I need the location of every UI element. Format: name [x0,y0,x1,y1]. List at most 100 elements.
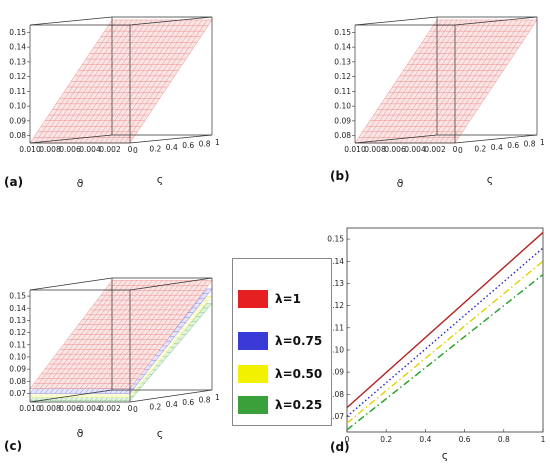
y-tick-label: 0.14 [327,257,344,266]
y-tick-label: 0.09 [327,368,344,377]
y-tick-label: 0.4 [166,143,178,152]
z-tick-label: 0.10 [9,102,26,111]
z-tick-label: 0.11 [9,87,26,96]
box-edge [29,16,113,26]
z-tick-label: 0.08 [9,377,26,386]
legend-label-lambda-025: λ=0.25 [275,398,323,412]
legend-item-lambda-050: λ=0.50 [233,364,331,384]
y-tick-label: 0.4 [491,143,503,152]
x-tick-label: 0 [453,145,458,154]
legend-swatch-lambda-025 [238,396,268,414]
y-tick-label: 1 [540,138,545,147]
x-tick-label: 0.008 [364,145,386,154]
z-tick-label: 0.15 [9,28,26,37]
x-tick-label: 0.002 [424,145,446,154]
legend-swatch-lambda-050 [238,365,268,383]
legend-item-lambda-075: λ=0.75 [233,331,331,351]
y-tick-label: 0.15 [327,235,344,244]
series-line-3 [346,274,544,431]
x-axis-label: ϑ [77,427,84,440]
x-tick-label: 0.006 [59,145,81,154]
series-line-1 [346,247,544,418]
x-tick-label: 0.006 [59,404,81,413]
y-tick-label: 0.8 [199,395,211,404]
y-tick-label: 0.2 [474,144,486,153]
box-edge [129,389,213,403]
x-tick-label: 0.008 [39,404,61,413]
z-tick-label: 0.13 [9,316,26,325]
z-tick-label: 0.14 [9,304,26,313]
x-tick-label: 0.8 [498,435,510,444]
series-line-0 [346,231,544,409]
x-tick-label: 0.004 [404,145,426,154]
z-tick-label: 0.09 [9,116,26,125]
chart-legend: λ=1 λ=0.75 λ=0.50 λ=0.25 [232,258,332,426]
y-axis-label: ς [157,173,163,186]
box-edge [29,389,113,403]
box-edge [454,16,538,26]
y-tick-label: 0 [458,146,463,155]
z-tick-label: 0.13 [9,57,26,66]
x-tick-label: 0 [128,145,133,154]
x-tick-label: 0.2 [380,435,392,444]
y-tick-label: 0.8 [524,140,536,149]
y-axis-label: ς [157,427,163,440]
x-tick-label: 0.010 [19,404,41,413]
plot-frame [346,227,544,433]
panel-label-c: (c) [4,439,22,453]
z-tick-label: 0.09 [9,365,26,374]
x-axis-label: ς [442,449,448,462]
panel-a: 0.080.090.100.110.120.130.140.150.0100.0… [4,16,220,190]
y-tick-label: 0 [133,405,138,414]
panel-c: 0.07 0.08 0.09 0.10 0.11 0.12 0.13 0.14 0.15 0.01… [4,277,220,453]
panel-label-d: (d) [330,440,350,454]
y-tick-label: 1 [215,138,220,147]
y-axis-label: ς [487,173,493,186]
z-tick-label: 0.10 [334,102,351,111]
z-tick-label: 0.12 [334,72,351,81]
z-tick-label: 0.15 [334,28,351,37]
x-tick-label: 0 [345,435,350,444]
panel-label-a: (a) [4,175,23,189]
z-tick-label: 0.14 [9,43,26,52]
z-tick-label: 0.07 [9,389,26,398]
legend-swatch-lambda-075 [238,332,268,350]
x-tick-label: 0.010 [344,145,366,154]
legend-item-lambda-1: λ=1 [233,289,331,309]
y-tick-label: 0.6 [182,141,194,150]
z-tick-label: 0.13 [334,57,351,66]
y-tick-label: 0.8 [199,140,211,149]
x-tick-label: 0.002 [99,145,121,154]
legend-label-lambda-075: λ=0.75 [275,334,323,348]
z-tick-label: 0.12 [9,72,26,81]
y-tick-label: 0.6 [507,141,519,150]
box-edge [454,134,538,144]
y-tick-label: 0.13 [327,279,344,288]
x-tick-label: 0 [128,404,133,413]
panel-d: 0.07 0.08 0.09 0.10 0.11 0.12 0.13 0.14 0.15 0 0.2… [327,227,546,462]
legend-label-lambda-050: λ=0.50 [275,367,323,381]
y-tick-label: 0.2 [149,144,161,153]
panel-label-b: (b) [330,169,350,183]
box-edge [129,277,213,291]
x-tick-label: 0.004 [79,404,101,413]
y-tick-label: 0.08 [327,390,344,399]
box-edge [29,277,113,291]
x-tick-label: 0.6 [459,435,471,444]
legend-label-lambda-1: λ=1 [275,292,301,306]
x-axis-label: ϑ [77,177,84,190]
y-tick-label: 0.4 [166,400,178,409]
z-tick-label: 0.10 [9,352,26,361]
z-tick-label: 0.08 [334,131,351,140]
y-tick-label: 0.07 [327,412,344,421]
z-tick-label: 0.14 [334,43,351,52]
box-edge [354,134,438,144]
legend-swatch-lambda-1 [238,290,268,308]
y-tick-label: 0.2 [149,403,161,412]
z-tick-label: 0.11 [334,87,351,96]
x-axis-label: ϑ [397,177,404,190]
x-tick-label: 1 [541,435,546,444]
x-tick-label: 0.008 [39,145,61,154]
y-tick-label: 1 [215,393,220,402]
